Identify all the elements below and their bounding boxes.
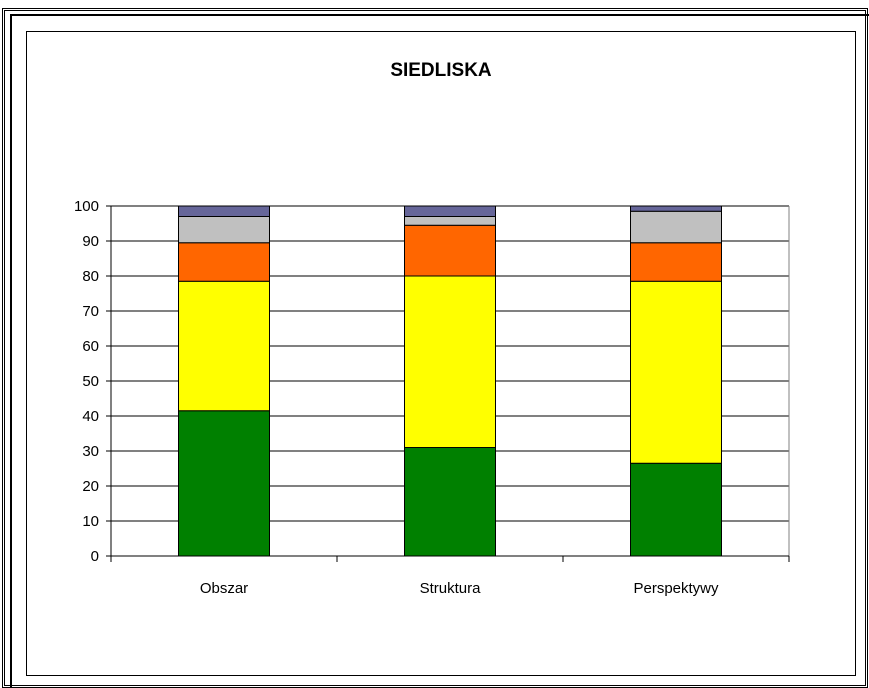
y-tick-label: 40 [82,408,99,425]
y-tick-label: 0 [91,548,99,565]
y-tick-label: 70 [82,303,99,320]
bar-segment [631,206,722,211]
y-tick-label: 80 [82,268,99,285]
y-tick-label: 90 [82,233,99,250]
bar-segment [405,206,496,217]
bar-segment [631,211,722,243]
bar-segment [631,463,722,556]
y-tick-label: 30 [82,443,99,460]
bar-segment [405,448,496,557]
bar-segment [179,206,270,217]
bar-segment [405,276,496,448]
y-tick-label: 50 [82,373,99,390]
bar-segment [179,243,270,282]
bar-segment [631,243,722,282]
y-tick-label: 60 [82,338,99,355]
bar-segment [179,217,270,243]
x-category-label: Struktura [420,580,482,597]
y-tick-label: 10 [82,513,99,530]
y-tick-label: 20 [82,478,99,495]
x-category-label: Obszar [200,580,248,597]
bar-segment [631,281,722,463]
bar-segment [405,225,496,276]
bar-segment [179,411,270,556]
x-category-label: Perspektywy [633,580,719,597]
y-tick-label: 100 [74,198,99,215]
bar-segment [405,217,496,226]
bar-segment [179,281,270,411]
